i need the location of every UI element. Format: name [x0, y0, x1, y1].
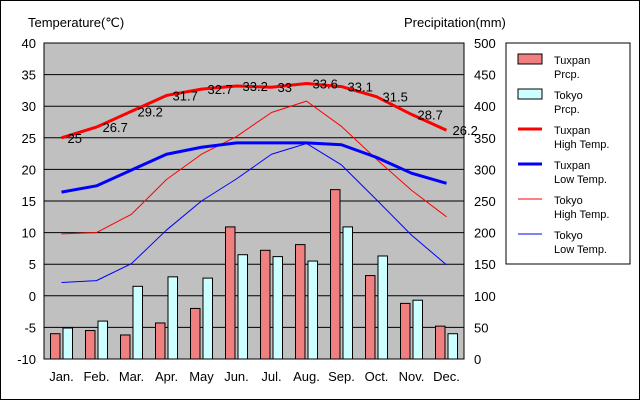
tuxpan-high-data-label: 26.2: [453, 123, 478, 138]
right-tick-label: 450: [474, 68, 496, 83]
legend-label-line2: Prcp.: [554, 69, 580, 81]
bar-layer: [50, 189, 458, 360]
tuxpan-high-data-label: 25: [68, 131, 82, 146]
tokyo-prcp-bar: [202, 277, 213, 360]
left-tick-label: 30: [22, 99, 36, 114]
left-tick-label: 40: [22, 36, 36, 51]
left-tick-label: 25: [22, 131, 36, 146]
tuxpan-prcp-bar: [85, 330, 96, 360]
tuxpan-high-data-label: 29.2: [138, 104, 163, 119]
legend-label-line2: Low Temp.: [554, 174, 607, 186]
tuxpan-high-data-label: 33.2: [243, 79, 268, 94]
left-tick-label: 20: [22, 162, 36, 177]
legend-label-line2: Prcp.: [554, 104, 580, 116]
tuxpan-prcp-bar: [260, 249, 271, 360]
legend-box: [505, 42, 631, 265]
axis-labels: 4035302520151050-5-105004504003503002502…: [17, 36, 496, 384]
tuxpan-high-data-label: 33.1: [348, 80, 373, 95]
line-layer: [61, 81, 448, 284]
left-axis-title: Temperature(℃): [28, 15, 124, 30]
tuxpan-high-data-label: 33.6: [313, 76, 338, 91]
right-tick-label: 0: [474, 352, 481, 367]
tokyo-low-line: [61, 142, 447, 284]
right-tick-label: 200: [474, 226, 496, 241]
x-tick-label: Jun.: [224, 369, 249, 384]
x-tick-label: Nov.: [399, 369, 425, 384]
tuxpan-high-data-label: 32.7: [208, 82, 233, 97]
tuxpan-prcp-bar: [365, 275, 376, 360]
x-tick-label: Jan.: [49, 369, 74, 384]
tuxpan-prcp-bar: [225, 226, 236, 360]
legend-swatch-bar: [517, 88, 543, 100]
x-tick-label: Jul.: [261, 369, 281, 384]
tuxpan-high-data-label: 26.7: [103, 120, 128, 135]
right-tick-label: 300: [474, 162, 496, 177]
right-tick-label: 500: [474, 36, 496, 51]
tuxpan-prcp-bar: [120, 334, 131, 360]
legend-label-line1: Tokyo: [554, 90, 583, 102]
grid-lines: [44, 74, 464, 328]
tuxpan-prcp-bar: [330, 189, 341, 360]
x-tick-label: Aug.: [293, 369, 320, 384]
tuxpan-high-line: [61, 81, 448, 140]
x-tick-label: Oct.: [365, 369, 389, 384]
left-tick-label: 5: [29, 257, 36, 272]
right-tick-label: 50: [474, 320, 488, 335]
left-tick-label: 10: [22, 226, 36, 241]
tokyo-prcp-bar: [307, 260, 318, 360]
tuxpan-prcp-bar: [435, 325, 446, 360]
tokyo-prcp-bar: [62, 327, 73, 360]
left-tick-label: -5: [24, 320, 36, 335]
tuxpan-high-data-label: 31.5: [383, 90, 408, 105]
legend-swatch-bar: [517, 53, 543, 65]
tokyo-high-line: [61, 100, 447, 235]
left-tick-label: 0: [29, 289, 36, 304]
tuxpan-low-line: [61, 141, 447, 194]
tokyo-prcp-bar: [237, 254, 248, 360]
tuxpan-prcp-bar: [295, 244, 306, 360]
left-tick-label: 35: [22, 68, 36, 83]
x-tick-label: May: [189, 369, 214, 384]
legend-label-line1: Tokyo: [554, 230, 583, 242]
tokyo-prcp-bar: [167, 276, 178, 360]
tokyo-prcp-bar: [377, 255, 388, 360]
legend-label-line1: Tuxpan: [554, 55, 590, 67]
tokyo-prcp-bar: [342, 226, 353, 360]
tuxpan-prcp-bar: [190, 307, 201, 360]
right-tick-label: 350: [474, 131, 496, 146]
tokyo-prcp-bar: [272, 256, 283, 360]
legend: Tuxpan Prcp. Tokyo Prcp. Tuxpan High Temp. Tux…: [505, 42, 631, 265]
tuxpan-high-data-label: 31.7: [173, 88, 198, 103]
legend-label-line1: Tokyo: [554, 195, 583, 207]
tuxpan-prcp-bar: [155, 322, 166, 360]
right-axis-title: Precipitation(mm): [404, 15, 506, 30]
right-tick-label: 250: [474, 194, 496, 209]
legend-label-line1: Tuxpan: [554, 160, 590, 172]
tuxpan-prcp-bar: [400, 302, 411, 360]
right-tick-label: 100: [474, 289, 496, 304]
x-tick-label: Mar.: [119, 369, 144, 384]
legend-label-line2: High Temp.: [554, 139, 609, 151]
x-tick-label: Feb.: [83, 369, 109, 384]
tokyo-prcp-bar: [132, 285, 143, 360]
tuxpan-prcp-bar: [50, 333, 61, 360]
legend-label-line2: High Temp.: [554, 209, 609, 221]
tuxpan-high-data-label: 33: [278, 80, 292, 95]
tokyo-prcp-bar: [97, 320, 108, 360]
tuxpan-high-data-label: 28.7: [418, 107, 443, 122]
left-tick-label: 15: [22, 194, 36, 209]
x-tick-label: Sep.: [328, 369, 355, 384]
x-tick-label: Dec.: [433, 369, 460, 384]
legend-label-line1: Tuxpan: [554, 125, 590, 137]
x-tick-label: Apr.: [155, 369, 178, 384]
right-tick-label: 400: [474, 99, 496, 114]
left-tick-label: -10: [17, 352, 36, 367]
legend-label-line2: Low Temp.: [554, 244, 607, 256]
tokyo-prcp-bar: [447, 333, 458, 360]
data-label-layer: 25 26.7 29.2 31.7 32.7 33.2 33 33.6 33.1 31.5 28.7…: [68, 76, 478, 145]
right-tick-label: 150: [474, 257, 496, 272]
tokyo-prcp-bar: [412, 299, 423, 360]
